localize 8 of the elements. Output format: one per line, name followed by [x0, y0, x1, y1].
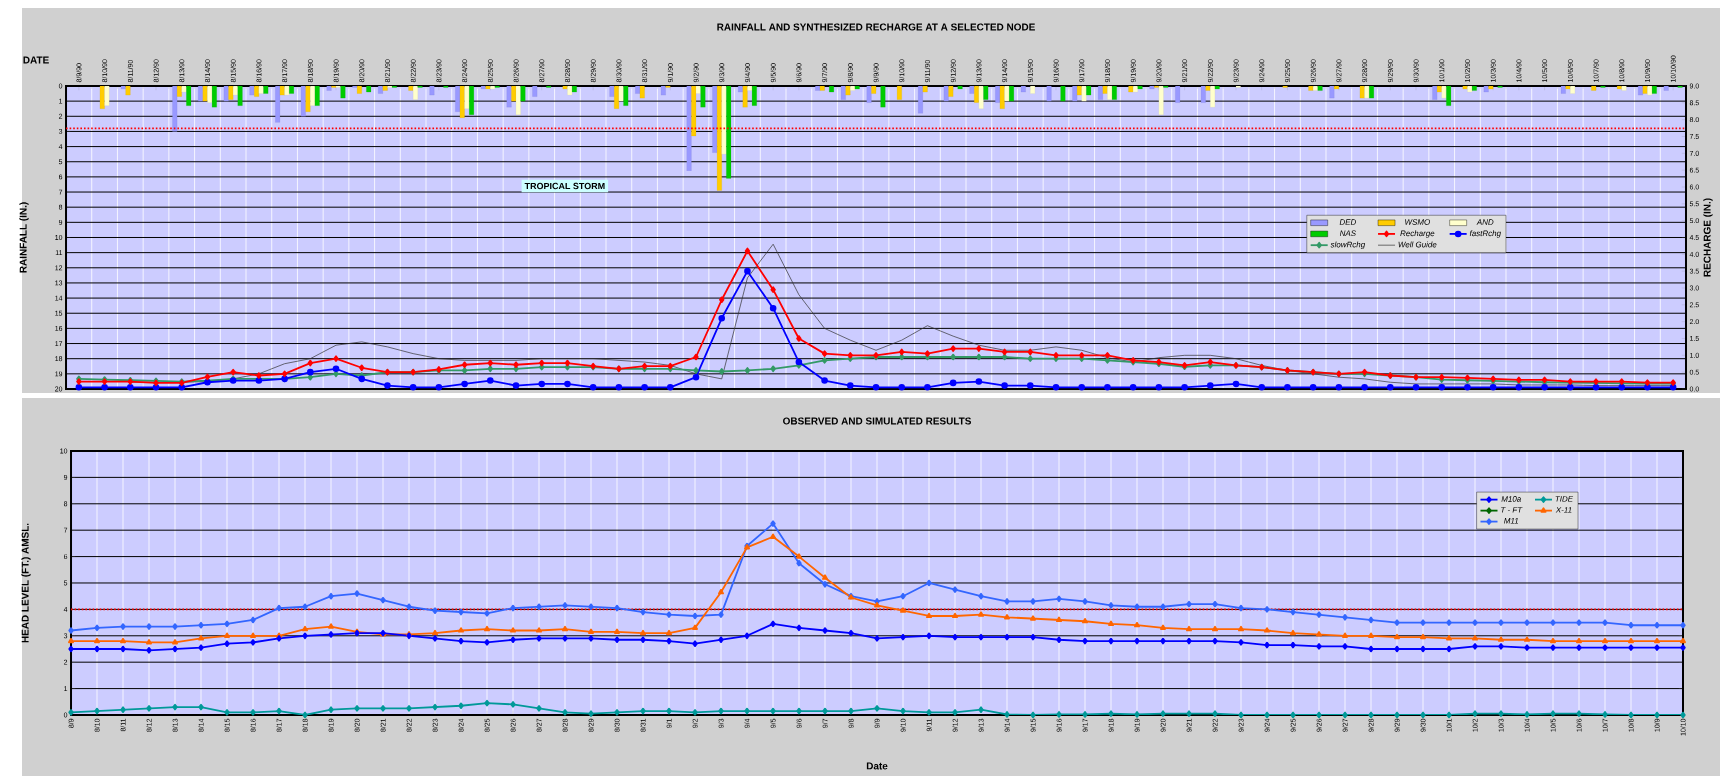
y2-axis-title: RECHARGE (IN.): [1703, 198, 1713, 277]
y-axis-title: RAINFALL (IN.): [19, 202, 29, 273]
x-axis-title: DATE: [23, 56, 49, 64]
annotation: TROPICAL STORM: [524, 182, 605, 190]
chart-title: RAINFALL AND SYNTHESIZED RECHARGE AT A SELECTED NODE: [717, 23, 1035, 31]
x-axis-title: Date: [866, 762, 888, 770]
y-axis-title: HEAD LEVEL (FT.) AMSL.: [21, 523, 31, 643]
chart-title: OBSERVED AND SIMULATED RESULTS: [783, 417, 971, 425]
